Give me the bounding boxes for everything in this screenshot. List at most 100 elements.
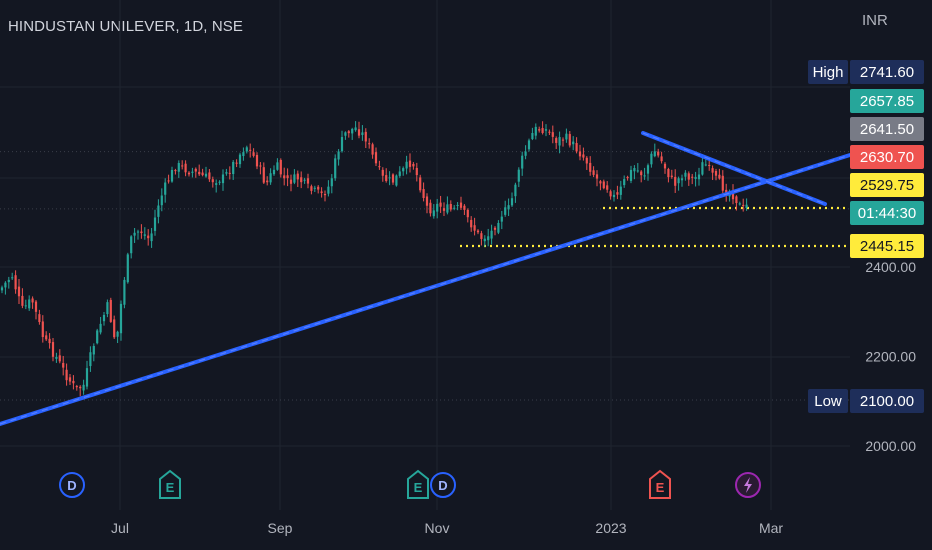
- candle-body: [113, 319, 116, 338]
- price-value-text: 2100.00: [860, 393, 914, 410]
- candle-body: [589, 162, 592, 172]
- candle-body: [633, 168, 636, 172]
- price-label[interactable]: High 2741.60: [808, 60, 924, 84]
- price-value-bg: [850, 145, 924, 169]
- candle-body: [130, 236, 133, 254]
- candle-body: [330, 178, 333, 187]
- candle-body: [147, 235, 150, 239]
- candle-body: [544, 129, 548, 131]
- candle-body: [99, 323, 102, 333]
- candle-body: [456, 204, 459, 206]
- earnings-marker-shape: [407, 469, 429, 499]
- earnings-marker-label: E: [414, 480, 423, 495]
- candle-body: [116, 331, 119, 337]
- price-tag-bg: [808, 60, 848, 84]
- candle-body: [72, 380, 75, 384]
- candle-body: [687, 173, 690, 180]
- event-marker-d[interactable]: D: [59, 472, 85, 498]
- candle-body: [524, 151, 527, 156]
- event-marker-e[interactable]: E: [159, 469, 181, 499]
- candle-body: [616, 192, 619, 195]
- earnings-marker-shape: [159, 469, 181, 499]
- candle-body: [198, 171, 201, 175]
- currency-label[interactable]: INR: [862, 12, 888, 29]
- price-label[interactable]: 2445.15: [850, 234, 924, 258]
- candle-body: [568, 134, 571, 146]
- x-tick-label: Sep: [268, 520, 293, 536]
- price-label[interactable]: Low 2100.00: [808, 389, 924, 413]
- candle-body: [497, 222, 500, 233]
- candles: [0, 121, 748, 397]
- price-value-text: 2741.60: [860, 64, 914, 81]
- price-label[interactable]: 2529.75: [850, 173, 924, 197]
- candle-body: [327, 186, 330, 194]
- candle-body: [602, 181, 605, 189]
- candle-body: [252, 152, 255, 156]
- price-value-text: 2657.85: [860, 93, 914, 110]
- candle-body: [473, 225, 476, 231]
- candle-body: [354, 127, 357, 131]
- candle-body: [286, 175, 289, 179]
- dividend-marker-label: D: [67, 478, 76, 493]
- candle-body: [731, 191, 735, 200]
- candle-body: [459, 202, 463, 208]
- price-label[interactable]: 2657.85: [850, 89, 924, 113]
- candle-body: [242, 152, 245, 157]
- candle-body: [619, 186, 622, 195]
- candle-body: [262, 167, 265, 183]
- chart-title: HINDUSTAN UNILEVER, 1D, NSE: [8, 18, 243, 35]
- price-label[interactable]: 01:44:30: [850, 201, 924, 225]
- event-marker-lightning-icon[interactable]: [735, 472, 761, 498]
- candle-body: [28, 299, 31, 309]
- dividend-marker-circle: [430, 472, 456, 498]
- candle-body: [215, 183, 218, 185]
- event-marker-e[interactable]: E: [407, 469, 429, 499]
- candle-body: [133, 232, 136, 236]
- event-marker-e[interactable]: E: [649, 469, 671, 499]
- candle-body: [565, 133, 568, 140]
- candle-body: [235, 162, 238, 164]
- price-value-bg: [850, 117, 924, 141]
- candle-body: [691, 176, 694, 178]
- candle-body: [592, 170, 595, 175]
- candle-body: [483, 238, 486, 242]
- candle-body: [395, 175, 398, 186]
- candle-body: [510, 198, 514, 206]
- candle-body: [68, 377, 72, 382]
- candle-body: [7, 279, 10, 283]
- candle-body: [181, 165, 184, 167]
- price-label[interactable]: 2641.50: [850, 117, 924, 141]
- price-labels: High 2741.60 2657.85 2641.50 2630.70 2529.75 0…: [808, 60, 924, 413]
- descending-trendline: [641, 131, 827, 206]
- candle-body: [51, 342, 55, 357]
- candle-body: [303, 179, 306, 181]
- candle-body: [184, 163, 187, 173]
- candle-body: [21, 295, 24, 306]
- candle-body: [65, 369, 68, 381]
- candle-body: [160, 195, 163, 206]
- candle-body: [667, 169, 670, 178]
- candle-body: [432, 210, 435, 217]
- candle-body: [548, 131, 551, 133]
- candle-body: [323, 193, 327, 196]
- price-value-bg: [850, 201, 924, 225]
- candle-body: [201, 172, 204, 176]
- candle-body: [317, 186, 320, 190]
- candle-body: [527, 140, 531, 150]
- candle-body: [507, 205, 510, 210]
- candle-body: [106, 302, 109, 315]
- candle-body: [337, 151, 340, 160]
- candle-body: [558, 137, 561, 146]
- candle-body: [123, 279, 126, 305]
- candle-body: [470, 219, 473, 228]
- candle-body: [425, 196, 429, 206]
- price-label[interactable]: 2630.70: [850, 145, 924, 169]
- x-axis-ticks: Jul Sep Nov 2023 Mar: [111, 520, 783, 536]
- candle-body: [368, 143, 371, 145]
- candle-body: [374, 152, 378, 164]
- candle-body: [500, 216, 503, 222]
- event-marker-d[interactable]: D: [430, 472, 456, 498]
- candle-body: [126, 254, 129, 283]
